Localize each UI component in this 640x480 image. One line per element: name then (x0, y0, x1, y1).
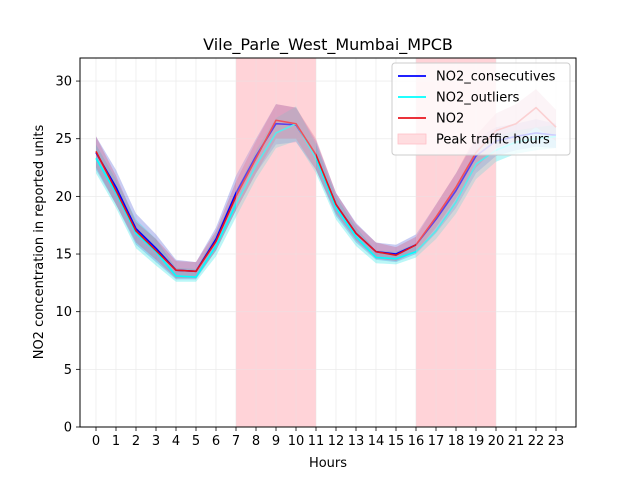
legend-label-no2-outliers: NO2_outliers (436, 91, 520, 106)
series-line-no2-outliers (95, 122, 557, 278)
x-tick-label-8: 8 (252, 434, 260, 449)
y-tick-label-2: 10 (55, 305, 72, 320)
x-tick-label-11: 11 (308, 434, 325, 449)
chart-title: Vile_Parle_West_Mumbai_MPCB (203, 35, 453, 55)
x-axis-label: Hours (309, 456, 347, 471)
x-tick-label-9: 9 (272, 434, 280, 449)
legend-label-peak-traffic-hours: Peak traffic hours (436, 133, 550, 148)
x-tick-label-6: 6 (212, 434, 220, 449)
x-tick-label-5: 5 (192, 434, 200, 449)
legend: NO2_consecutives NO2_outliers NO2 Peak traf… (391, 62, 571, 156)
y-tick-label-5: 25 (55, 132, 72, 147)
x-tick-label-17: 17 (428, 434, 445, 449)
x-tick-label-21: 21 (508, 434, 525, 449)
y-tick-label-1: 5 (64, 363, 72, 378)
legend-swatch-peak-traffic-hours (397, 133, 427, 145)
x-tick-label-15: 15 (388, 434, 405, 449)
x-tick-label-23: 23 (548, 434, 565, 449)
y-tick-label-0: 0 (64, 421, 72, 436)
x-axis-ticks: 0 1 2 3 4 5 6 7 8 9 10 11 12 13 14 15 16 17 18 19 20 21 22 23 (92, 427, 564, 449)
band-no2-outliers (96, 106, 556, 282)
y-axis-label: NO2 concentration in reported units (32, 124, 47, 359)
y-tick-label-3: 15 (55, 248, 72, 263)
x-tick-label-16: 16 (408, 434, 425, 449)
x-tick-label-13: 13 (348, 434, 365, 449)
x-tick-label-20: 20 (488, 434, 505, 449)
x-tick-label-10: 10 (288, 434, 305, 449)
legend-label-no2-consecutives: NO2_consecutives (436, 70, 556, 85)
y-tick-label-6: 30 (55, 75, 72, 90)
x-tick-label-3: 3 (152, 434, 160, 449)
y-tick-label-4: 20 (55, 190, 72, 205)
x-tick-label-12: 12 (328, 434, 345, 449)
x-tick-label-1: 1 (112, 434, 120, 449)
x-tick-label-4: 4 (172, 434, 180, 449)
x-tick-label-0: 0 (92, 434, 100, 449)
x-tick-label-7: 7 (232, 434, 240, 449)
plot-frame (79, 57, 577, 428)
x-tick-label-14: 14 (368, 434, 385, 449)
band-no2-consecutives (96, 104, 556, 280)
legend-box (391, 62, 571, 156)
series-lines (95, 58, 557, 427)
y-axis-ticks: 0 5 10 15 20 25 30 (55, 75, 80, 436)
x-tick-label-19: 19 (468, 434, 485, 449)
x-tick-label-2: 2 (132, 434, 140, 449)
x-tick-label-22: 22 (528, 434, 545, 449)
legend-label-no2: NO2 (436, 112, 464, 127)
x-tick-label-18: 18 (448, 434, 465, 449)
peak-traffic-overlay-0 (236, 58, 316, 427)
